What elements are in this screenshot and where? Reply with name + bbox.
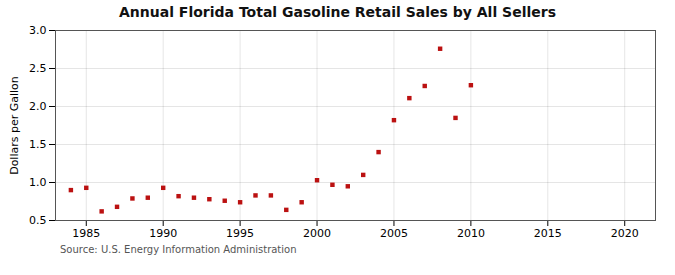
svg-text:2000: 2000 <box>303 227 331 240</box>
svg-text:3.0: 3.0 <box>29 24 47 37</box>
svg-text:1985: 1985 <box>72 227 100 240</box>
svg-text:1995: 1995 <box>226 227 254 240</box>
svg-text:1.5: 1.5 <box>29 138 47 151</box>
svg-text:2005: 2005 <box>380 227 408 240</box>
svg-text:2020: 2020 <box>611 227 639 240</box>
svg-text:2010: 2010 <box>457 227 485 240</box>
html-text:Source: U.S. Energy Informatio: Source: U.S. Energy Information Administ… <box>60 244 297 255</box>
svg-text:2.5: 2.5 <box>29 62 47 75</box>
svg-text:Dollars per Gallon: Dollars per Gallon <box>8 76 21 175</box>
svg-text:2.0: 2.0 <box>29 100 47 113</box>
svg-text:2015: 2015 <box>534 227 562 240</box>
svg-text:1990: 1990 <box>149 227 177 240</box>
svg-text:0.5: 0.5 <box>29 214 47 227</box>
svg-text:1.0: 1.0 <box>29 176 47 189</box>
html-text:Annual Florida Total Gasoline: Annual Florida Total Gasoline Retail Sal… <box>119 4 556 20</box>
